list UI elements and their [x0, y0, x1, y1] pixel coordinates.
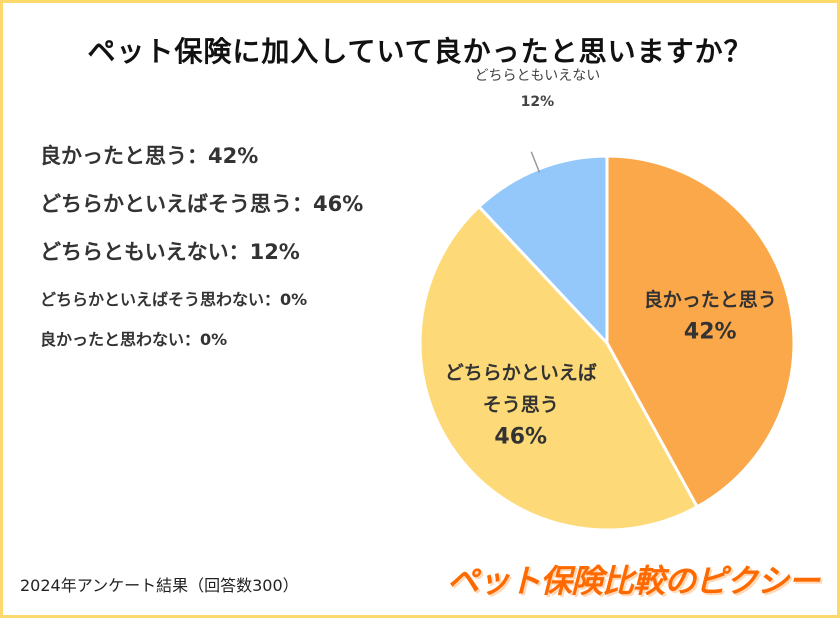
slice-label-good-text: 良かったと思う: [644, 288, 777, 311]
pie-slice-good: [605, 154, 796, 509]
slice-label-somewhat-good-text: そう思う: [483, 394, 559, 416]
pie-slice-somewhat-good: [418, 204, 700, 532]
brand-logo: ペット保険比較のピクシー: [447, 562, 820, 600]
footnote: 2024年アンケート結果（回答数300）: [20, 576, 299, 595]
slice-label-somewhat-good-value: 46%: [494, 425, 547, 450]
slice-label-good-value: 42%: [684, 319, 737, 344]
slice-label-somewhat-good-text: どちらかといえば: [445, 362, 597, 384]
legend-item-good: 良かったと思う：42%: [40, 144, 259, 168]
legend-item-not-good: 良かったと思わない：0%: [40, 330, 228, 349]
chart-title: ペット保険に加入していて良かったと思いますか？: [87, 35, 753, 68]
legend-item-neutral: どちらともいえない：12%: [40, 240, 300, 264]
legend-item-somewhat-not: どちらかといえばそう思わない：0%: [40, 290, 308, 309]
legend-item-somewhat-good: どちらかといえばそう思う：46%: [40, 192, 364, 216]
leader-line-neutral: [530, 151, 541, 173]
slice-label-neutral-text: どちらともいえない: [475, 68, 601, 84]
slice-label-neutral-value: 12%: [521, 94, 555, 110]
